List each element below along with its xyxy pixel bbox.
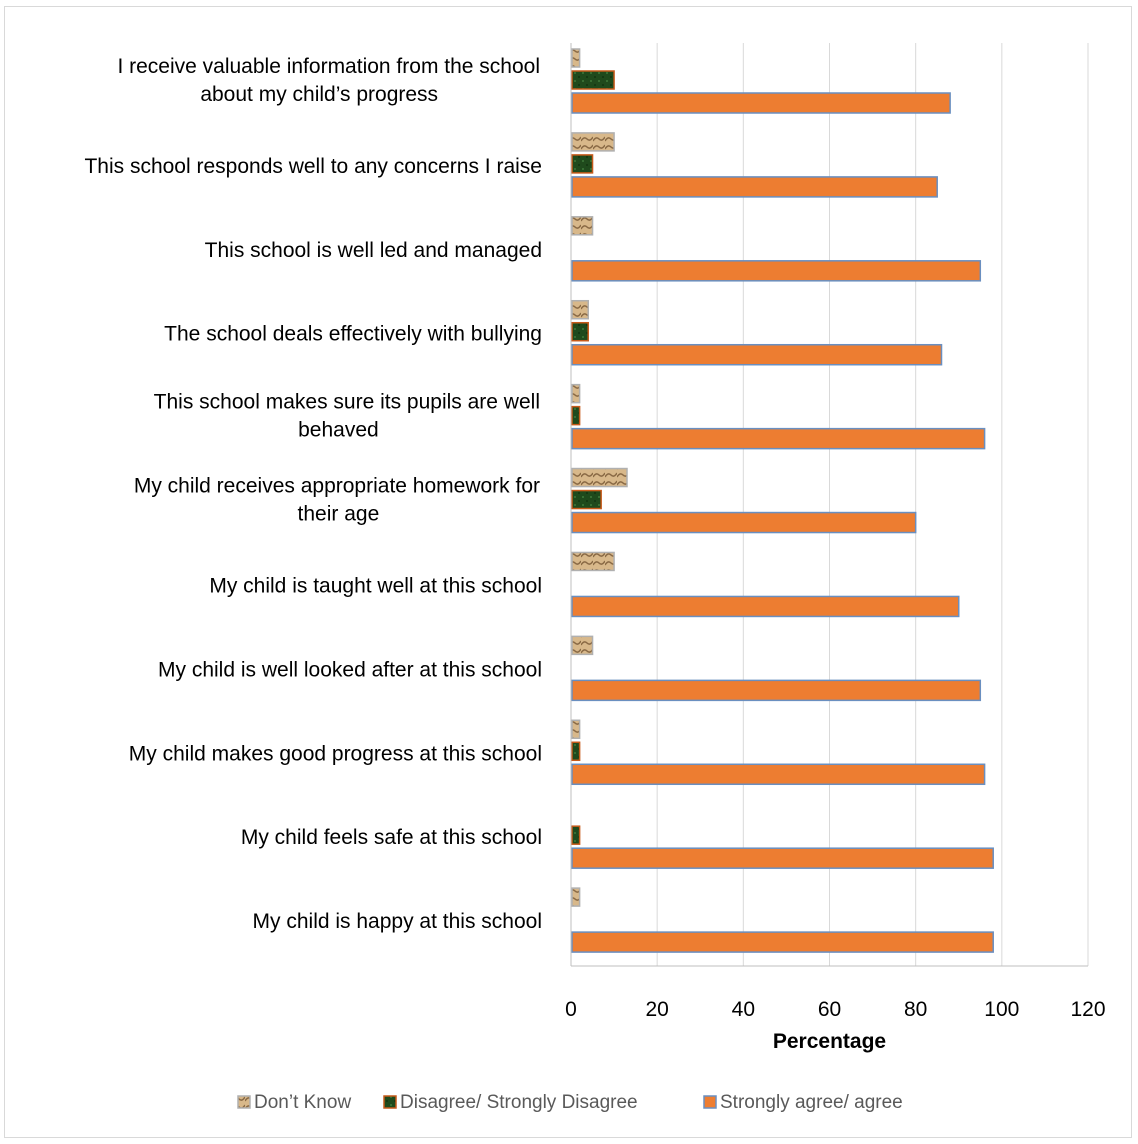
bar-disagree: [571, 321, 589, 342]
bar-agree: [571, 343, 943, 366]
bar-dont-know: [571, 467, 628, 488]
bar-disagree: [571, 489, 602, 510]
category-label: The school deals effectively with bullyi…: [164, 323, 542, 346]
chart-frame: I receive valuable information from the …: [4, 6, 1132, 1138]
bar-dont-know: [571, 887, 581, 907]
legend-swatch: [383, 1095, 397, 1109]
bar-agree: [571, 511, 917, 534]
axes: [570, 43, 1088, 967]
category-label: My child makes good progress at this sch…: [129, 742, 542, 765]
category-label: This school responds well to any concern…: [84, 155, 542, 178]
bar-agree: [571, 260, 982, 282]
bar-agree: [571, 847, 994, 869]
bar-agree: [571, 679, 982, 702]
x-tick-labels: 0 20 40 60 80 100 120: [565, 998, 1105, 1021]
bar-disagree: [571, 825, 581, 845]
bar-disagree: [571, 70, 615, 90]
x-axis-title: Percentage: [773, 1030, 886, 1053]
bar-agree: [571, 427, 986, 450]
legend: Don’t Know Disagree/ Strongly Disagree Str…: [237, 1092, 903, 1113]
bar-agree: [571, 176, 938, 198]
x-tick-label: 120: [1070, 998, 1105, 1021]
legend-label: Disagree/ Strongly Disagree: [400, 1092, 638, 1113]
bar-dont-know: [571, 132, 615, 152]
category-label: I receive valuable information from the …: [117, 55, 540, 106]
x-tick-label: 100: [984, 998, 1019, 1021]
x-tick-label: 80: [904, 998, 927, 1021]
category-label: My child feels safe at this school: [241, 826, 542, 849]
bar-dont-know: [571, 383, 581, 404]
x-tick-label: 20: [645, 998, 668, 1021]
category-labels: I receive valuable information from the …: [84, 55, 542, 933]
legend-swatch: [237, 1095, 251, 1109]
legend-swatch: [703, 1095, 717, 1109]
bar-disagree: [571, 405, 581, 426]
bar-disagree: [571, 741, 581, 762]
bar-chart: I receive valuable information from the …: [84, 43, 1106, 1113]
bar-agree: [571, 92, 951, 114]
x-tick-label: 0: [565, 998, 577, 1021]
category-label: This school is well led and managed: [205, 239, 542, 262]
category-label: My child is happy at this school: [253, 910, 542, 933]
bar-dont-know: [571, 48, 581, 68]
bar-dont-know: [571, 635, 594, 656]
legend-label: Don’t Know: [254, 1092, 351, 1113]
category-label: This school makes sure its pupils are we…: [154, 391, 540, 442]
x-tick-label: 60: [818, 998, 841, 1021]
bars: [571, 48, 994, 953]
bar-dont-know: [571, 719, 581, 740]
category-label: My child is taught well at this school: [209, 574, 542, 597]
x-tick-label: 40: [732, 998, 755, 1021]
bar-dont-know: [571, 299, 589, 320]
bar-agree: [571, 931, 994, 953]
bar-dont-know: [571, 216, 594, 236]
category-label: My child receives appropriate homework f…: [134, 475, 540, 526]
bar-dont-know: [571, 551, 615, 572]
bar-agree: [571, 595, 960, 618]
legend-label: Strongly agree/ agree: [720, 1092, 903, 1113]
bar-agree: [571, 763, 986, 786]
category-label: My child is well looked after at this sc…: [158, 658, 542, 681]
bar-disagree: [571, 154, 594, 174]
